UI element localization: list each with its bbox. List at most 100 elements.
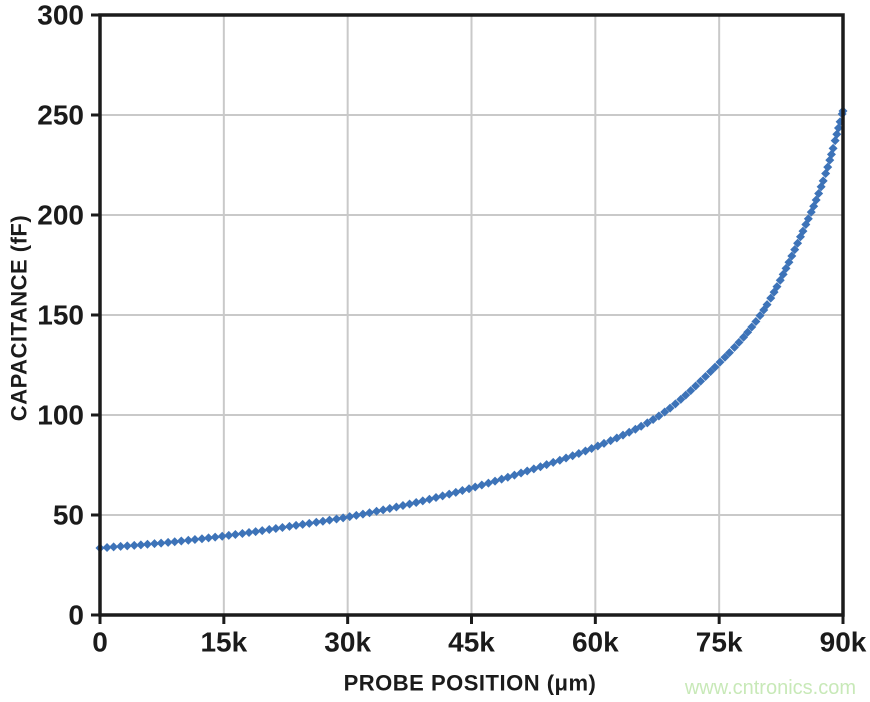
y-axis-ticks: 0 50 100 150 200 250 300 [37, 0, 100, 631]
x-tick-label: 15k [200, 627, 247, 658]
data-point-marker [264, 525, 274, 535]
data-point-marker [503, 472, 513, 482]
data-point-marker [190, 535, 200, 545]
data-point-marker [197, 534, 207, 544]
data-point-marker [670, 399, 680, 409]
data-point-marker [676, 394, 686, 404]
data-point-marker [665, 403, 675, 413]
data-point-marker [618, 430, 628, 440]
data-point-marker [624, 427, 634, 437]
y-tick-label: 300 [37, 0, 84, 31]
x-tick-label: 0 [92, 627, 108, 658]
data-point-marker [798, 226, 808, 236]
y-tick-label: 200 [37, 200, 84, 231]
data-point-marker [136, 540, 146, 550]
data-point-marker [163, 537, 173, 547]
data-point-marker [251, 527, 261, 537]
data-point-marker [271, 524, 281, 534]
data-point-marker [224, 530, 234, 540]
y-tick-label: 100 [37, 400, 84, 431]
data-point-marker [686, 386, 696, 396]
data-point-marker [833, 123, 843, 133]
data-point-marker [734, 337, 744, 347]
data-series [95, 106, 848, 553]
x-tick-label: 60k [572, 627, 619, 658]
x-axis-title: PROBE POSITION (μm) [344, 671, 597, 696]
data-point-marker [490, 476, 500, 486]
data-point-marker [351, 510, 361, 520]
data-point-marker [372, 506, 382, 516]
data-point-marker [636, 421, 646, 431]
data-point-marker [483, 478, 493, 488]
x-tick-label: 30k [324, 627, 371, 658]
data-point-marker [814, 189, 824, 199]
data-point-marker [648, 415, 658, 425]
data-point-marker [332, 514, 342, 524]
data-point-marker [724, 348, 734, 358]
data-point-marker [681, 390, 691, 400]
data-point-marker [345, 512, 355, 522]
data-point-marker [230, 529, 240, 539]
data-point-marker [170, 537, 180, 547]
data-point-marker [311, 517, 321, 527]
data-point-marker [418, 496, 428, 506]
data-point-marker [818, 176, 828, 186]
data-point-marker [787, 251, 797, 261]
x-tick-label: 75k [696, 627, 743, 658]
x-tick-label: 45k [448, 627, 495, 658]
data-point-marker [470, 482, 480, 492]
data-point-marker [739, 332, 749, 342]
data-point-marker [142, 539, 152, 549]
data-point-marker [405, 499, 415, 509]
data-point-marker [451, 487, 461, 497]
data-point-marker [217, 531, 227, 541]
data-point-marker [298, 519, 308, 529]
data-point-marker [654, 411, 664, 421]
data-point-marker [710, 362, 720, 372]
data-point-marker [828, 143, 838, 153]
data-point-marker [431, 493, 441, 503]
data-point-marker [706, 367, 715, 377]
data-point-marker [204, 533, 214, 543]
data-point-marker [318, 516, 328, 526]
data-point-marker [304, 518, 314, 528]
data-point-marker [385, 503, 395, 513]
x-tick-label: 90k [820, 627, 867, 658]
data-point-marker [237, 529, 247, 538]
data-point-marker [176, 536, 186, 546]
data-point-marker [751, 316, 761, 326]
data-point-marker [444, 489, 454, 499]
data-point-marker [122, 541, 132, 551]
data-point-marker [378, 505, 388, 515]
data-point-marker [129, 540, 139, 550]
gridlines [100, 15, 843, 615]
data-point-marker [691, 381, 701, 391]
data-point-marker [832, 129, 842, 139]
data-point-marker [696, 376, 706, 386]
x-axis-ticks: 0 15k 30k 45k 60k 75k 90k [92, 615, 867, 658]
data-point-marker [244, 528, 254, 538]
data-point-marker [149, 539, 159, 549]
data-point-marker [823, 162, 833, 172]
y-tick-label: 150 [37, 300, 84, 331]
y-axis-title: CAPACITANCE (fF) [7, 215, 32, 421]
watermark: www.cntronics.com [684, 677, 856, 699]
data-point-marker [743, 327, 753, 337]
data-point-marker [755, 311, 765, 321]
data-point-marker [790, 245, 800, 255]
data-point-marker [660, 407, 670, 417]
data-point-marker [116, 541, 126, 551]
data-point-marker [391, 502, 401, 512]
data-point-marker [701, 372, 711, 381]
data-point-marker [642, 418, 652, 428]
data-point-marker [358, 509, 368, 519]
data-point-marker [210, 532, 220, 542]
data-point-marker [715, 357, 725, 367]
data-point-marker [398, 501, 408, 511]
data-point-marker [729, 342, 739, 352]
data-point-marker [720, 352, 730, 362]
y-tick-label: 50 [53, 500, 84, 531]
data-point-marker [284, 521, 294, 531]
data-point-marker [766, 293, 776, 303]
